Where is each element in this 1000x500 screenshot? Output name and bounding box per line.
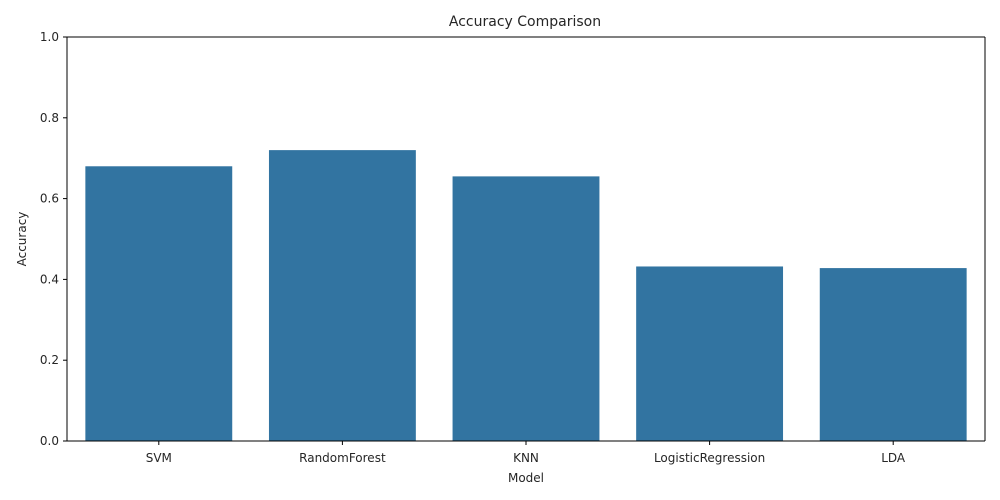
x-tick-label: RandomForest <box>299 451 386 465</box>
y-ticks-group: 0.0 0.2 0.4 0.6 0.8 1.0 <box>40 30 67 448</box>
bar-knn <box>452 176 600 441</box>
x-tick-label: LDA <box>881 451 906 465</box>
x-tick-label: KNN <box>513 451 539 465</box>
x-ticks-group: SVM RandomForest KNN LogisticRegression LDA <box>146 441 906 465</box>
x-tick-label: LogisticRegression <box>654 451 765 465</box>
bar-randomforest <box>268 150 416 441</box>
y-tick-label: 1.0 <box>40 30 59 44</box>
y-tick-label: 0.6 <box>40 192 59 206</box>
y-tick-label: 0.2 <box>40 353 59 367</box>
y-tick-label: 0.8 <box>40 111 59 125</box>
chart-title: Accuracy Comparison <box>449 14 601 30</box>
bar-logisticregression <box>636 266 784 441</box>
bars-group <box>85 150 967 441</box>
x-tick-label: SVM <box>146 451 172 465</box>
y-axis-label: Accuracy <box>15 212 29 267</box>
y-tick-label: 0.0 <box>40 434 59 448</box>
plot-frame <box>66 36 986 442</box>
x-axis-label: Model <box>508 471 544 485</box>
y-tick-label: 0.4 <box>40 272 59 286</box>
bar-lda <box>819 268 967 441</box>
bar-svm <box>85 166 233 441</box>
